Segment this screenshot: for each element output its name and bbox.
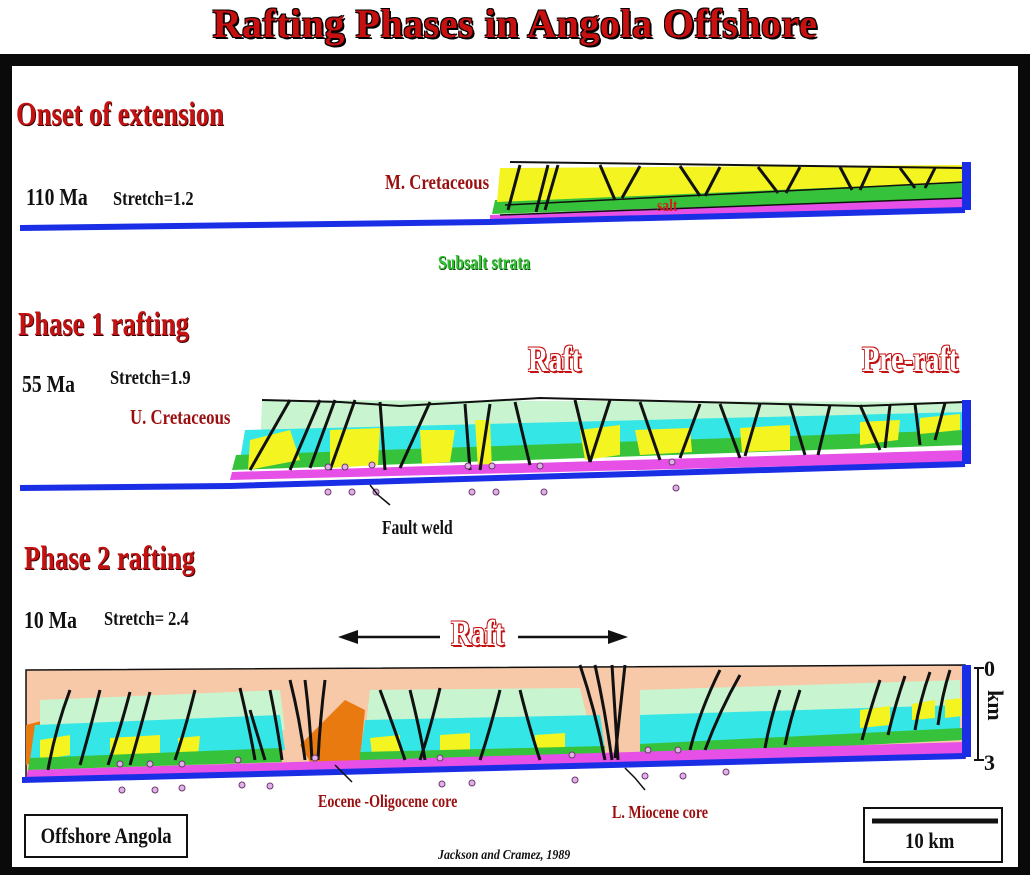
age-label: 10 Ma [24,608,78,634]
section-phase2 [21,630,971,794]
location-label: Offshore Angola [40,823,172,848]
stretch-label: Stretch= 2.4 [104,608,189,630]
scale-bar-label: 10 km [905,828,955,853]
section-phase1 [19,396,971,506]
miocene-core-label: L. Miocene core [612,802,709,822]
raft-label: Raft [528,339,582,379]
age-label: 110 Ma [26,185,88,211]
scale-bar [863,807,1003,863]
salt-layer [230,450,965,480]
unit-label: U. Cretaceous [130,405,231,429]
section-onset [19,161,971,231]
depth-top-label: 0 [984,656,995,681]
eocene-core-label: Eocene -Oligocene core [318,791,458,811]
fault-weld-label: Fault weld [382,517,453,539]
stretch-label: Stretch=1.2 [113,188,194,210]
base-of-salt [19,461,966,491]
figure-title: Rafting Phases in Angola Offshore [212,1,818,46]
subsalt-label: Subsalt strata [438,252,531,274]
base-of-salt [21,753,966,783]
depth-unit-label: km [983,690,1008,721]
location-box: Offshore Angola [24,814,188,858]
salt-label: salt [657,196,678,215]
yellow-layer [497,165,965,202]
heading-onset: Onset of extension [16,96,224,133]
orange-wedge [300,700,365,765]
age-label: 55 Ma [22,372,76,398]
unit-label: M. Cretaceous [385,170,490,194]
depth-scale [974,667,984,761]
credit-label: Jackson and Cramez, 1989 [438,848,571,863]
depth-bottom-label: 3 [984,750,995,775]
salt-layer [26,742,965,778]
heading-phase1: Phase 1 rafting [18,306,189,343]
stretch-label: Stretch=1.9 [110,367,191,389]
raft-label: Raft [451,613,505,653]
base-of-salt [19,207,966,231]
heading-phase2: Phase 2 rafting [24,540,195,577]
preraft-label: Pre-raft [862,339,959,379]
